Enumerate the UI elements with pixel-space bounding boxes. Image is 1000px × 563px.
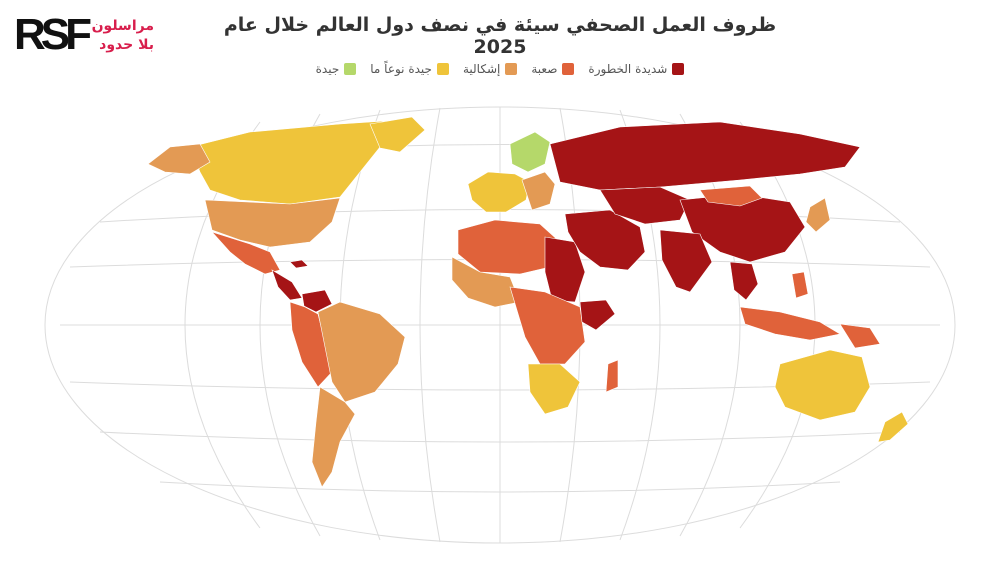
legend-swatch-very-serious	[672, 63, 685, 75]
region-nordics	[509, 131, 551, 173]
region-caribbean	[289, 259, 309, 269]
region-indonesia	[739, 306, 841, 341]
rsf-logo: RSF مراسلون بلا حدود	[14, 12, 154, 58]
region-central-asia	[599, 186, 691, 225]
region-japan-korea	[805, 197, 831, 233]
region-venezuela	[301, 289, 333, 313]
region-australia	[774, 349, 871, 421]
region-central-africa	[509, 286, 586, 365]
region-western-europe	[467, 171, 531, 213]
legend-label-very-serious: شديدة الخطورة	[588, 62, 668, 76]
legend-label-satisfactory: جيدة نوعاً ما	[370, 62, 432, 76]
region-papua	[839, 323, 881, 349]
region-argentina-chile	[311, 386, 356, 488]
region-horn-of-africa	[579, 299, 616, 331]
region-central-america	[271, 269, 303, 301]
region-west-africa	[451, 256, 521, 308]
legend-label-good: جيدة	[315, 62, 340, 76]
region-southern-africa	[527, 363, 581, 415]
region-canada	[189, 119, 401, 205]
legend-item-difficult: صعبة	[531, 62, 575, 76]
legend-item-good: جيدة	[316, 62, 357, 76]
region-india	[659, 229, 713, 293]
region-madagascar	[605, 359, 619, 393]
rsf-logo-mark: RSF	[14, 10, 92, 59]
region-brazil	[317, 301, 406, 403]
legend-swatch-good	[344, 63, 357, 75]
region-eastern-europe	[521, 171, 556, 211]
region-russia	[549, 121, 861, 191]
region-greenland	[369, 116, 426, 153]
rsf-logo-line2: بلا حدود	[99, 37, 154, 53]
legend-item-satisfactory: جيدة نوعاً ما	[370, 62, 449, 76]
map-title: ظروف العمل الصحفي سيئة في نصف دول العالم…	[223, 14, 777, 58]
legend: شديدة الخطورة صعبة إشكالية جيدة نوعاً ما…	[0, 62, 1000, 76]
region-mongolia	[699, 185, 763, 207]
legend-item-very-serious: شديدة الخطورة	[588, 62, 685, 76]
region-usa	[204, 197, 341, 248]
region-philippines	[791, 271, 809, 299]
region-alaska	[147, 143, 211, 175]
region-new-zealand	[877, 411, 909, 443]
legend-swatch-difficult	[562, 63, 575, 75]
legend-label-problematic: إشكالية	[462, 62, 501, 76]
legend-swatch-problematic	[505, 63, 518, 75]
region-southeast-asia	[729, 261, 759, 301]
world-press-freedom-map	[44, 106, 956, 544]
legend-swatch-satisfactory	[436, 63, 449, 75]
legend-label-difficult: صعبة	[531, 62, 558, 76]
legend-item-problematic: إشكالية	[462, 62, 518, 76]
rsf-logo-line1: مراسلون	[91, 18, 154, 34]
